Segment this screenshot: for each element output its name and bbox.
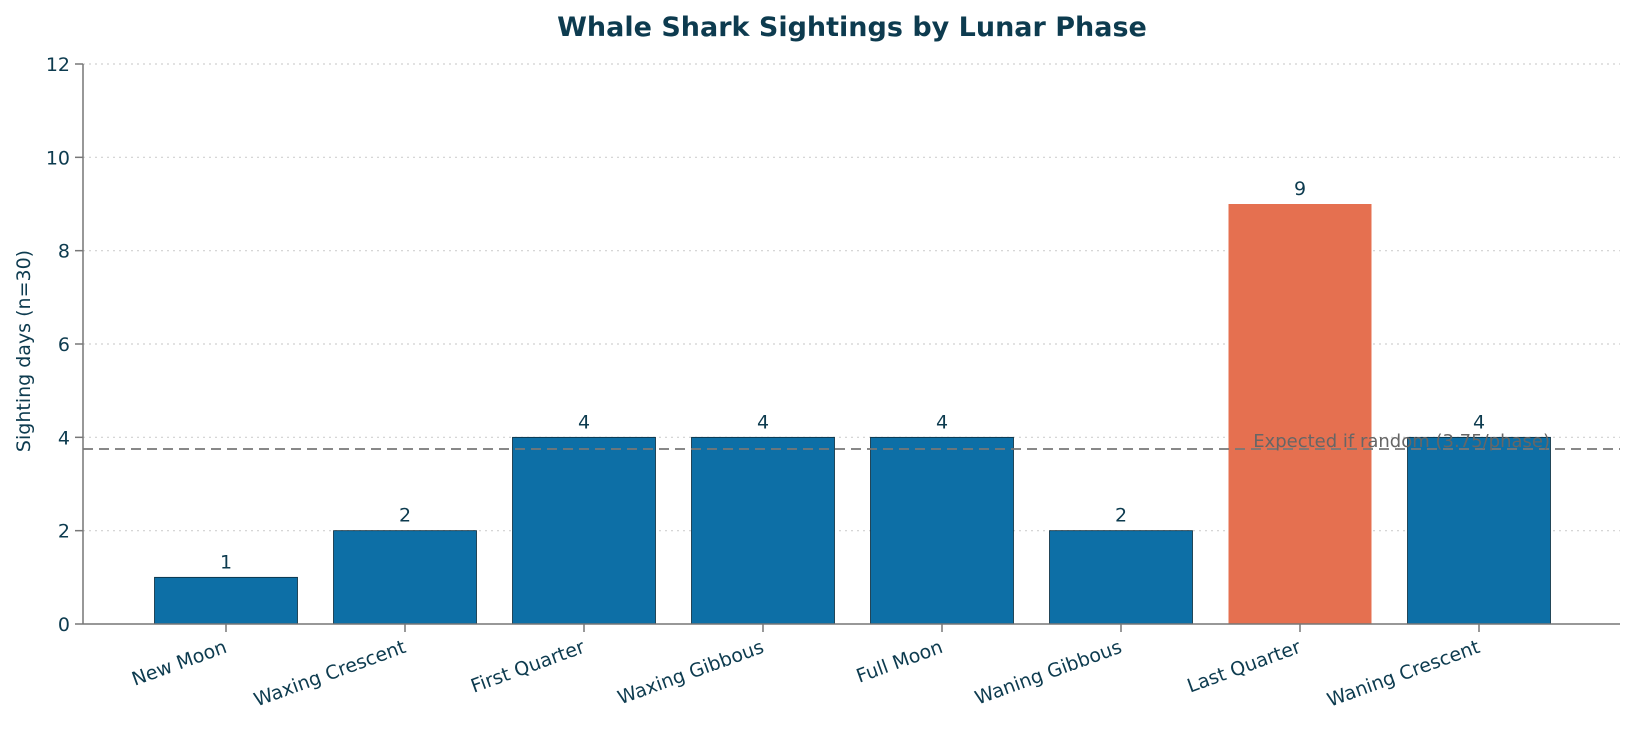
reference-line-group: Expected if random (3.75/phase) xyxy=(83,431,1620,452)
grid-lines xyxy=(83,63,1620,532)
chart-title: Whale Shark Sightings by Lunar Phase xyxy=(557,12,1147,43)
x-tick-label: Full Moon xyxy=(853,636,945,688)
bar xyxy=(1228,204,1372,624)
bar xyxy=(1049,530,1193,625)
x-tick-label: First Quarter xyxy=(468,636,588,698)
bar xyxy=(1407,436,1551,625)
data-labels: 1 2 4 4 4 2 9 4 xyxy=(220,178,1485,573)
y-tick-label: 4 xyxy=(58,427,70,449)
reference-line-label: Expected if random (3.75/phase) xyxy=(1253,431,1550,452)
x-tick-label: Waning Crescent xyxy=(1324,636,1482,712)
data-label: 2 xyxy=(1115,505,1127,527)
y-tick-label: 0 xyxy=(58,614,70,636)
bar xyxy=(333,530,477,625)
bar xyxy=(154,576,298,625)
x-tick-label: Waning Gibbous xyxy=(972,636,1125,709)
y-tick-label: 8 xyxy=(58,241,70,263)
y-axis-title: Sighting days (n=30) xyxy=(13,250,35,452)
bar xyxy=(870,436,1014,625)
data-label: 4 xyxy=(578,411,590,433)
x-tick-label: Last Quarter xyxy=(1184,636,1304,697)
data-label: 1 xyxy=(220,551,232,573)
x-ticks: New Moon Waxing Crescent First Quarter Waxi… xyxy=(129,624,1483,712)
x-tick-label: Waxing Crescent xyxy=(251,636,409,711)
x-tick-label: New Moon xyxy=(129,636,230,691)
y-tick-label: 12 xyxy=(46,54,70,76)
data-label: 4 xyxy=(936,411,948,433)
y-tick-label: 2 xyxy=(58,521,70,543)
y-ticks: 0 2 4 6 8 10 12 xyxy=(46,54,83,636)
data-label: 4 xyxy=(1473,411,1485,433)
data-label: 4 xyxy=(757,411,769,433)
data-label: 2 xyxy=(399,505,411,527)
bar xyxy=(691,436,835,625)
bars xyxy=(154,204,1551,625)
x-tick-label: Waxing Gibbous xyxy=(615,636,767,709)
y-tick-label: 6 xyxy=(58,334,70,356)
data-label: 9 xyxy=(1294,178,1306,200)
y-tick-label: 10 xyxy=(46,147,70,169)
bar xyxy=(512,436,656,625)
